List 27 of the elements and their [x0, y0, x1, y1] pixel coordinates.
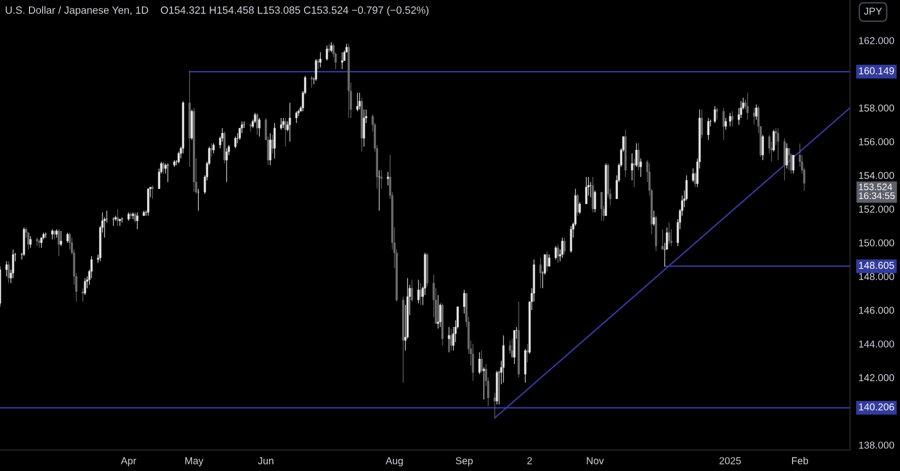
x-tick-label: Feb [792, 456, 808, 464]
data-label: 160.149 [859, 67, 894, 74]
y-tick-label: 150.000 [859, 239, 894, 246]
y-tick-label: 148.000 [859, 273, 894, 280]
text: O154.321 H154.458 L153.085 C153.524 −0.797 (−0.52%) [160, 6, 428, 16]
text: U.S. Dollar / Japanese Yen, 1D [6, 6, 148, 16]
x-tick-label: Apr [120, 457, 136, 466]
x-tick-label: 2025 [720, 457, 741, 464]
y-tick-label: 146.000 [859, 306, 894, 314]
y-tick-label: 158.000 [859, 104, 894, 112]
x-tick-label: May [185, 457, 204, 466]
text: JPY [864, 8, 882, 15]
x-tick-label: Nov [586, 457, 604, 464]
x-tick-label: 2 [527, 457, 532, 464]
x-tick-label: Jun [258, 457, 274, 464]
y-tick-label: 138.000 [859, 442, 894, 449]
y-tick-label: 162.000 [859, 37, 894, 44]
y-tick-label: 144.000 [859, 340, 894, 348]
x-tick-label: Sep [456, 457, 473, 466]
ref-line-label: 140.206 [859, 403, 894, 410]
y-tick-label: 142.000 [859, 374, 894, 382]
x-tick-label: Aug [386, 457, 403, 466]
text: 153.524 16:34:55 [859, 184, 895, 200]
data-label: 148.605 [859, 262, 894, 269]
y-tick-label: 156.000 [859, 138, 894, 146]
y-tick-label: 154.000 [859, 172, 894, 180]
y-tick-label: 152.000 [859, 206, 894, 213]
